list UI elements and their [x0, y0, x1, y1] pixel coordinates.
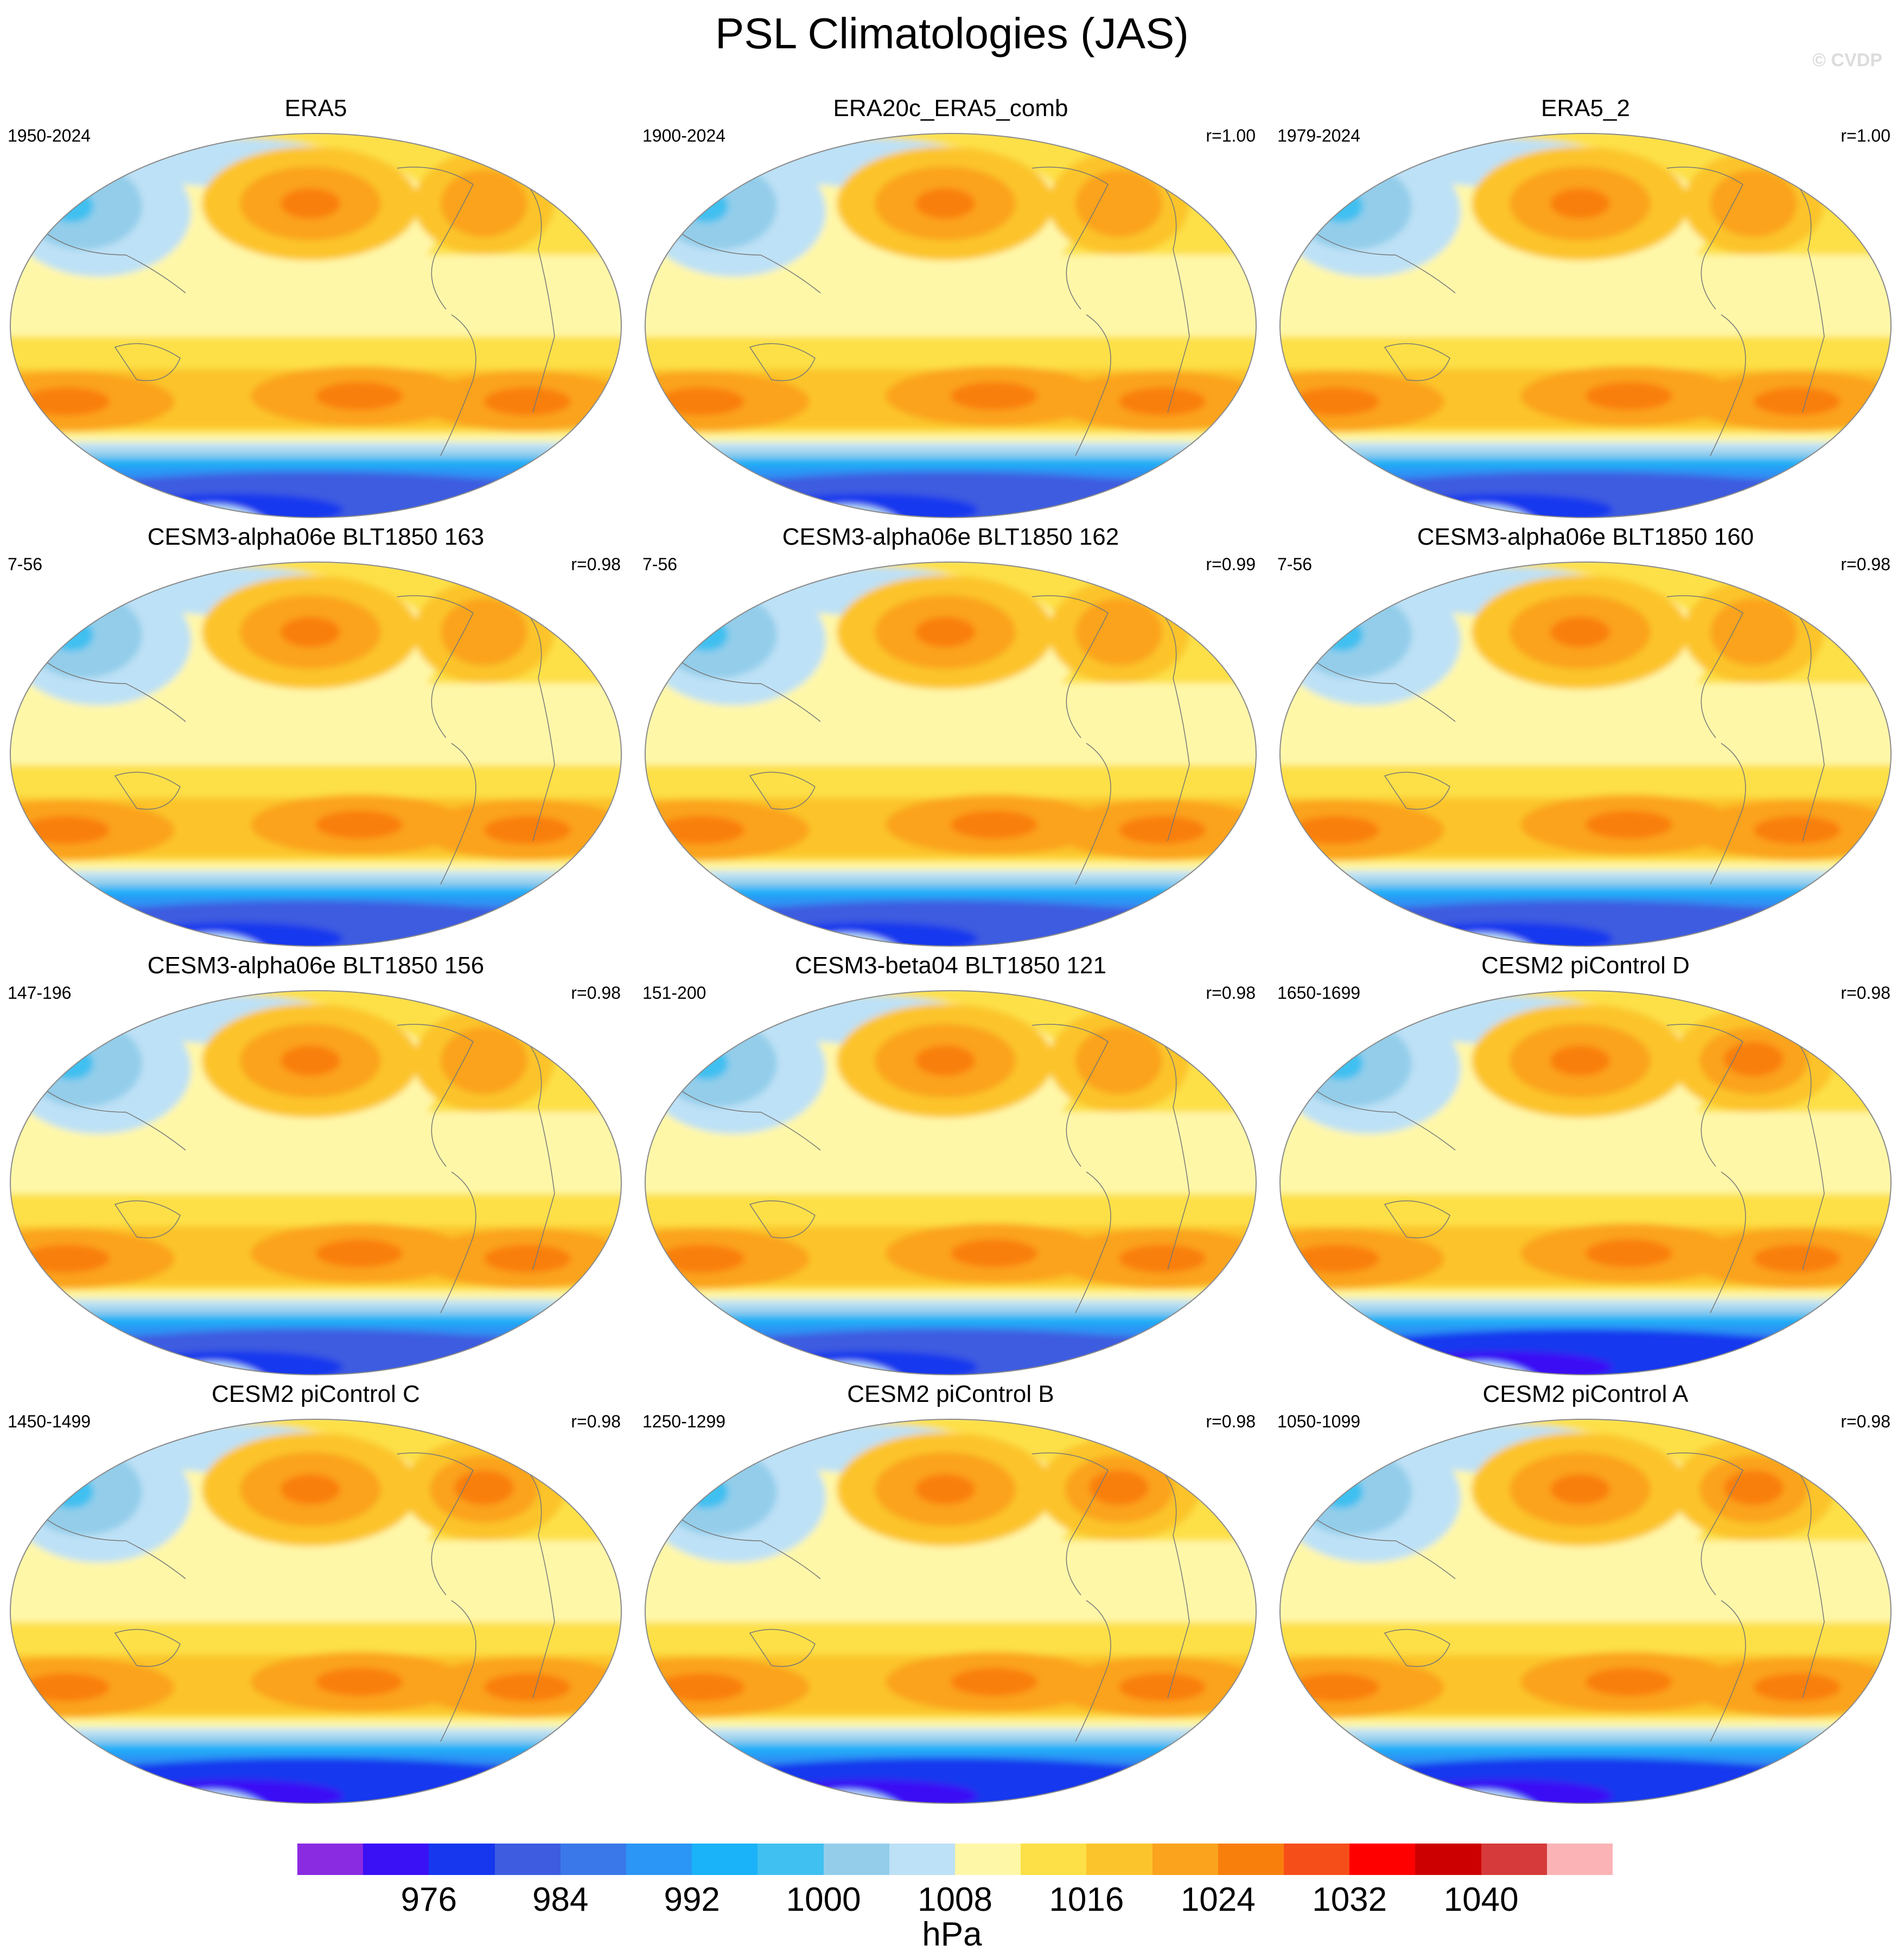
map-panel: CESM2 piControl A 1050-1099 r=0.98 [1276, 1379, 1895, 1808]
panel-title: CESM3-beta04 BLT1850 121 [795, 952, 1106, 979]
colorbar-tick-label: 976 [400, 1881, 457, 1918]
colorbar-swatch [823, 1844, 889, 1875]
map-panel: CESM2 piControl B 1250-1299 r=0.98 [641, 1379, 1260, 1808]
colorbar-swatch [429, 1844, 495, 1875]
panel-title: CESM3-alpha06e BLT1850 160 [1417, 524, 1754, 550]
map-panel: CESM3-alpha06e BLT1850 163 7-56 r=0.98 [7, 522, 625, 951]
panel-year-range: 1950-2024 [8, 126, 91, 145]
colorbar-tick-label: 1016 [1049, 1881, 1124, 1918]
colorbar-tick-label: 1000 [786, 1881, 861, 1918]
psl-map [1279, 562, 1892, 947]
panel-year-range: 7-56 [1277, 554, 1313, 574]
map-panel: CESM3-alpha06e BLT1850 162 7-56 r=0.99 [641, 522, 1260, 951]
psl-map [10, 1419, 622, 1804]
map-panel: CESM2 piControl C 1450-1499 r=0.98 [7, 1379, 625, 1808]
panel-pattern-correlation: r=0.98 [1206, 1412, 1256, 1431]
psl-map [645, 133, 1257, 518]
colorbar-swatch [757, 1844, 824, 1875]
panel-title: CESM3-alpha06e BLT1850 156 [147, 952, 485, 979]
colorbar-tick-label: 1040 [1443, 1881, 1519, 1918]
colorbar-swatch [560, 1844, 627, 1875]
colorbar-swatch [1086, 1844, 1152, 1875]
map-panel: CESM3-alpha06e BLT1850 160 7-56 r=0.98 [1276, 522, 1895, 951]
map-panel: CESM3-alpha06e BLT1850 156 147-196 r=0.98 [7, 951, 625, 1379]
colorbar-tick-label: 992 [664, 1881, 720, 1918]
psl-map [1279, 990, 1892, 1375]
panel-year-range: 1450-1499 [8, 1412, 91, 1431]
colorbar-swatch [494, 1844, 561, 1875]
colorbar-swatch [1415, 1844, 1481, 1875]
panel-title: ERA5 [284, 95, 347, 122]
psl-map [645, 1419, 1257, 1804]
panel-pattern-correlation: r=0.98 [1841, 983, 1890, 1003]
colorbar-swatch [1021, 1844, 1087, 1875]
colorbar [297, 1844, 1613, 1875]
map-panel: CESM3-beta04 BLT1850 121 151-200 r=0.98 [641, 951, 1260, 1379]
panel-pattern-correlation: r=0.98 [571, 983, 621, 1003]
panel-pattern-correlation: r=1.00 [1206, 126, 1256, 145]
colorbar-swatch [1152, 1844, 1218, 1875]
map-panel: ERA5_2 1979-2024 r=1.00 [1276, 93, 1895, 522]
colorbar-swatch [297, 1844, 364, 1875]
colorbar-swatch [1284, 1844, 1350, 1875]
colorbar-swatch [1218, 1844, 1284, 1875]
psl-map [1279, 133, 1892, 518]
panel-pattern-correlation: r=0.98 [571, 1412, 621, 1431]
panel-title: ERA5_2 [1541, 95, 1630, 122]
panel-pattern-correlation: r=0.98 [1841, 554, 1890, 574]
colorbar-swatch [626, 1844, 692, 1875]
panel-year-range: 7-56 [642, 554, 678, 574]
psl-map [10, 990, 622, 1375]
colorbar-swatch [692, 1844, 758, 1875]
panel-year-range: 7-56 [8, 554, 43, 574]
panel-year-range: 151-200 [642, 983, 706, 1003]
panel-title: CESM2 piControl C [212, 1381, 420, 1407]
panel-title: CESM3-alpha06e BLT1850 162 [782, 524, 1119, 550]
panel-year-range: 1979-2024 [1277, 126, 1361, 145]
colorbar-tick-label: 1024 [1180, 1881, 1256, 1918]
colorbar-swatch [1546, 1844, 1613, 1875]
panel-title: CESM2 piControl B [847, 1381, 1054, 1407]
colorbar-tick-label: 1008 [918, 1881, 992, 1918]
panel-title: CESM2 piControl D [1481, 952, 1690, 979]
colorbar-tick-label: 984 [532, 1881, 589, 1918]
map-panel: ERA20c_ERA5_comb 1900-2024 r=1.00 [641, 93, 1260, 522]
panel-title: CESM3-alpha06e BLT1850 163 [147, 524, 485, 550]
panel-pattern-correlation: r=0.98 [1841, 1412, 1890, 1431]
colorbar-swatch [1481, 1844, 1547, 1875]
panel-year-range: 1050-1099 [1277, 1412, 1361, 1431]
panel-pattern-correlation: r=1.00 [1841, 126, 1890, 145]
panel-pattern-correlation: r=0.99 [1206, 554, 1256, 574]
psl-map [645, 562, 1257, 947]
panel-year-range: 1250-1299 [642, 1412, 726, 1431]
colorbar-swatch [955, 1844, 1021, 1875]
panel-year-range: 1900-2024 [642, 126, 726, 145]
colorbar-swatch [363, 1844, 429, 1875]
colorbar-units: hPa [922, 1916, 982, 1953]
figure-title: PSL Climatologies (JAS) [715, 9, 1189, 58]
panel-title: CESM2 piControl A [1482, 1381, 1689, 1407]
cvdp-watermark: © CVDP [1812, 50, 1882, 71]
psl-map [10, 133, 622, 518]
map-panel: CESM2 piControl D 1650-1699 r=0.98 [1276, 951, 1895, 1379]
panel-year-range: 1650-1699 [1277, 983, 1361, 1003]
psl-map [10, 562, 622, 947]
psl-map [645, 990, 1257, 1375]
panel-year-range: 147-196 [8, 983, 72, 1003]
psl-map [1279, 1419, 1892, 1804]
map-panel: ERA5 1950-2024 [7, 93, 625, 522]
panel-pattern-correlation: r=0.98 [1206, 983, 1256, 1003]
panel-title: ERA20c_ERA5_comb [833, 95, 1068, 122]
colorbar-swatch [1349, 1844, 1416, 1875]
panel-pattern-correlation: r=0.98 [571, 554, 621, 574]
colorbar-swatch [889, 1844, 956, 1875]
colorbar-tick-label: 1032 [1312, 1881, 1387, 1918]
